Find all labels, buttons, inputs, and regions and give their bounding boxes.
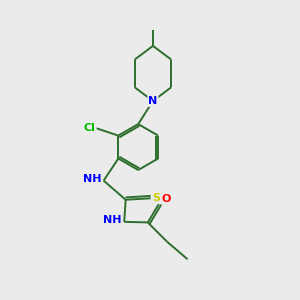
Text: NH: NH	[83, 174, 102, 184]
Text: O: O	[162, 194, 171, 204]
Text: NH: NH	[103, 215, 121, 225]
Text: Cl: Cl	[84, 123, 96, 133]
Text: N: N	[148, 96, 158, 106]
Text: S: S	[153, 193, 160, 203]
